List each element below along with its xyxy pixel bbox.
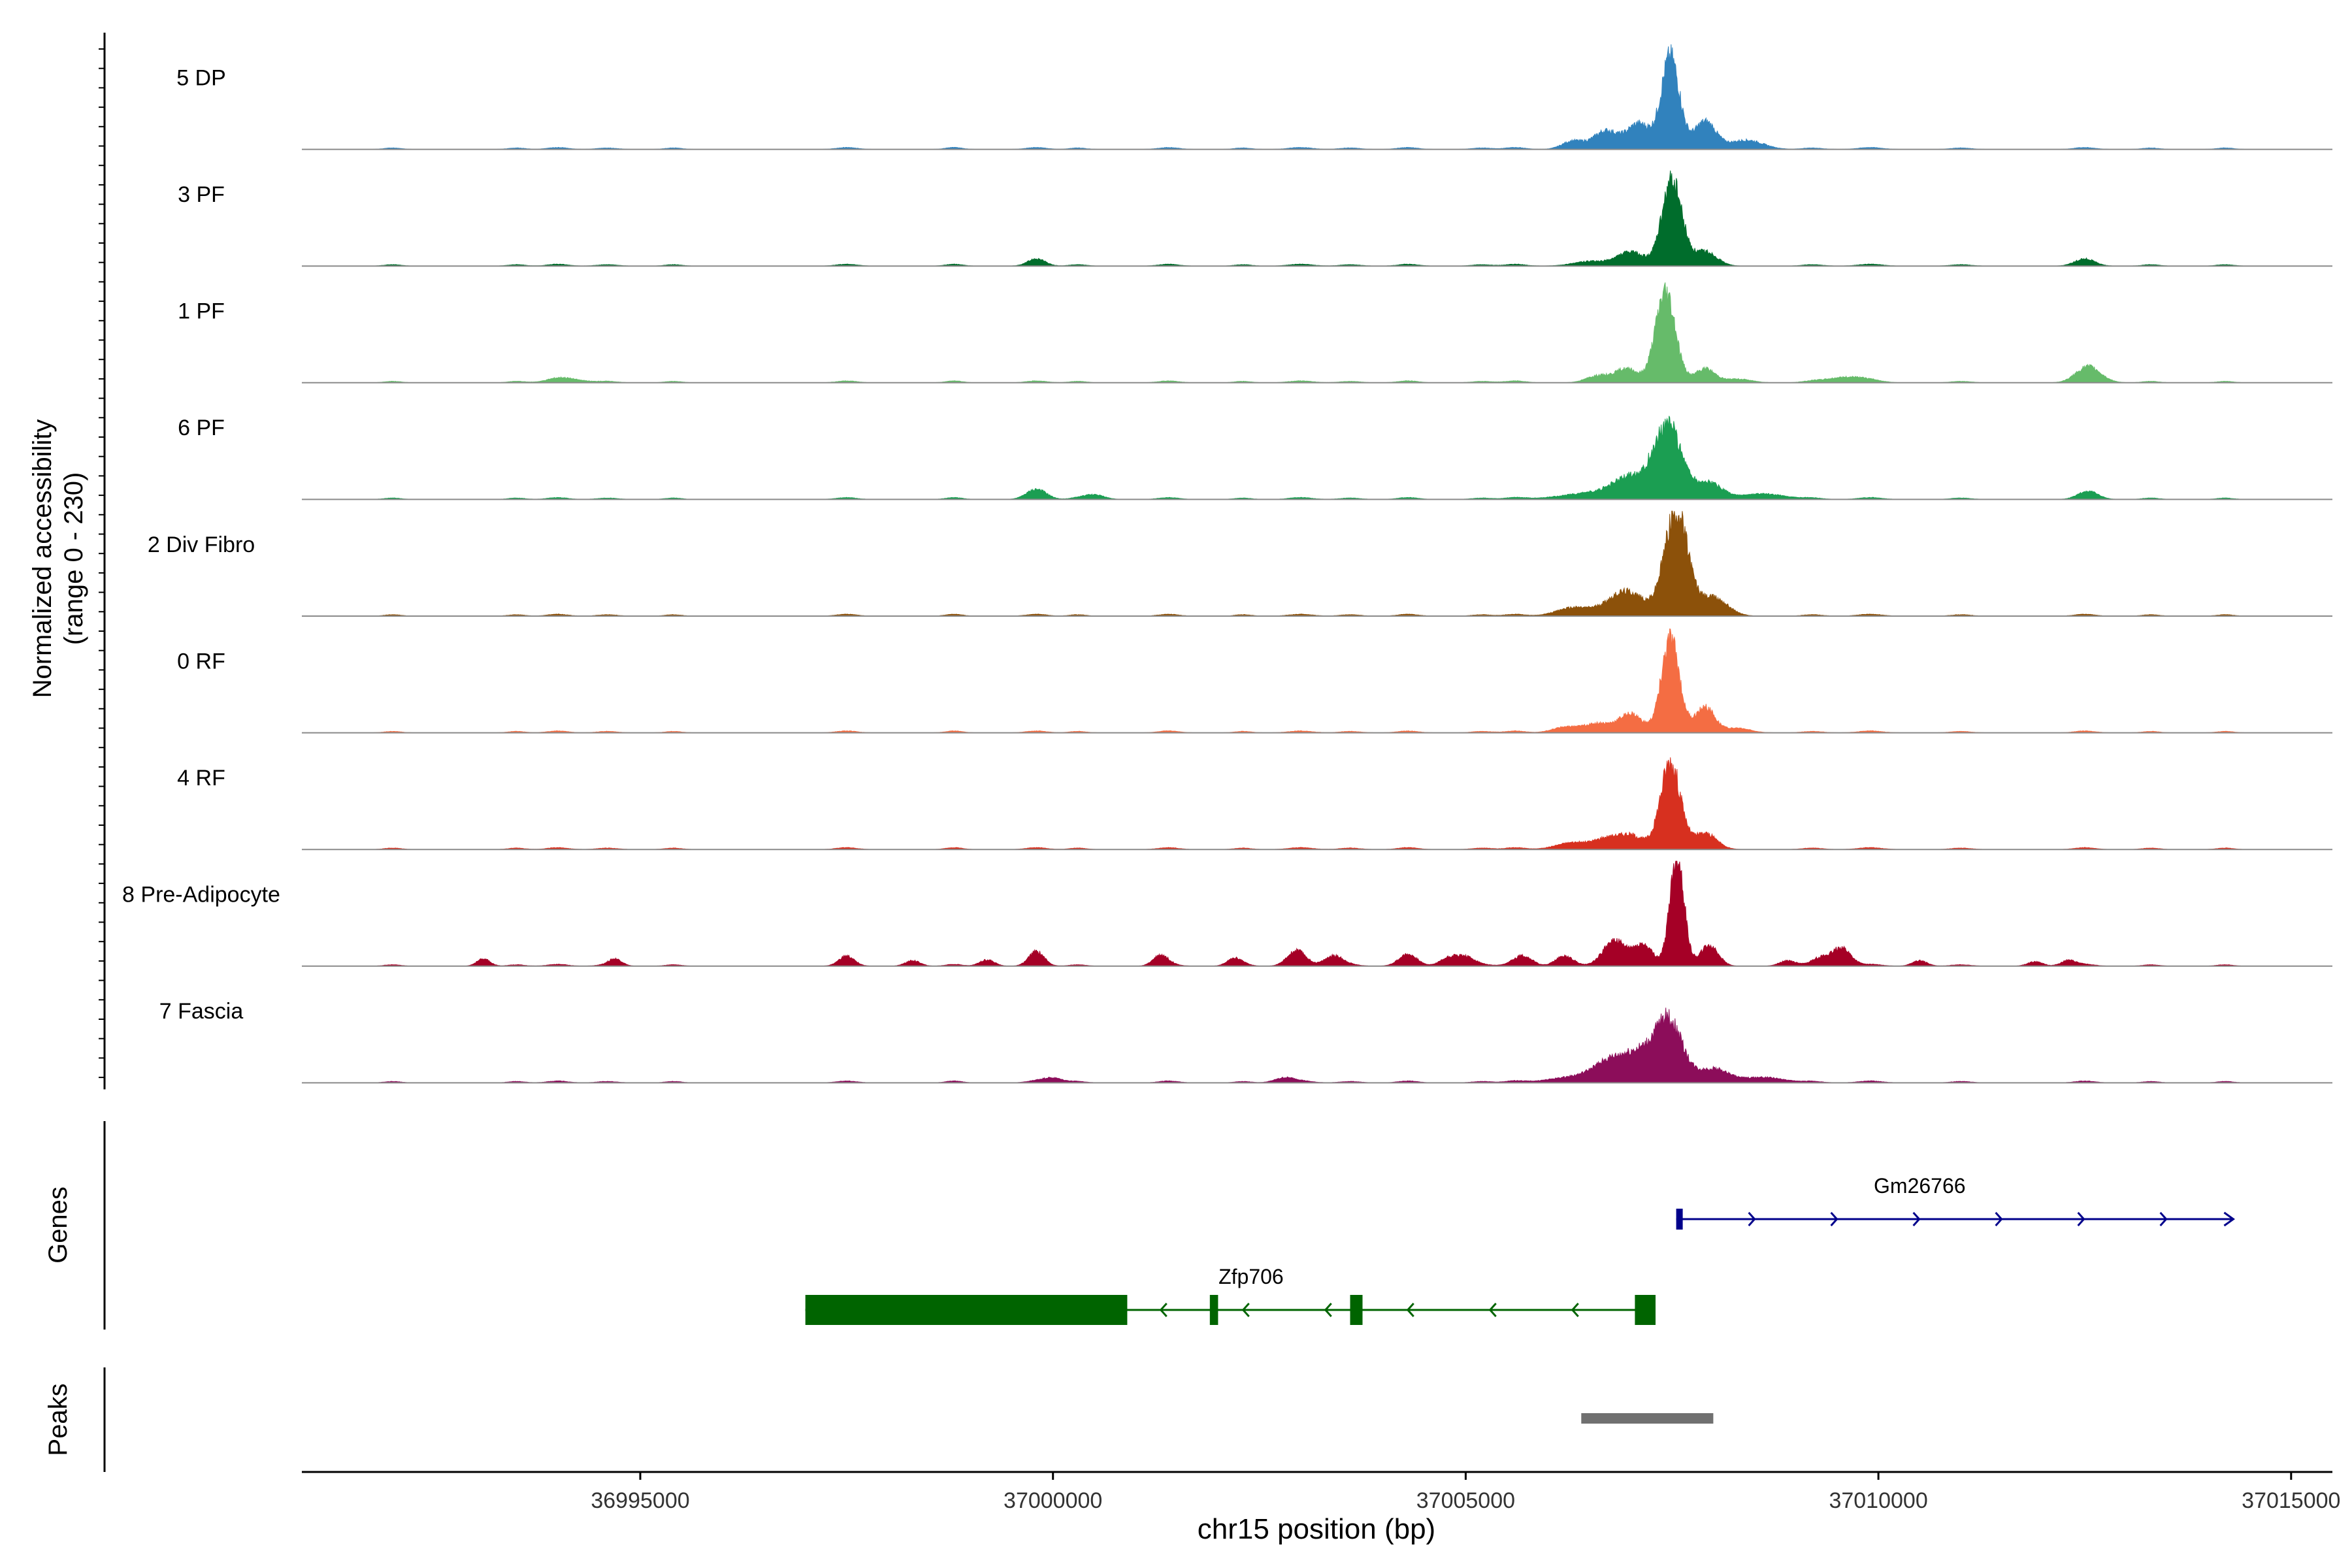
strand-arrow [1995, 1211, 2003, 1227]
track-0-rf: 0 RF [177, 628, 2332, 734]
gene-gm26766: Gm26766 [1676, 1174, 2235, 1230]
peaks-track [1581, 1413, 1714, 1424]
strand-arrow [1324, 1302, 1332, 1318]
x-tick-label: 37010000 [1829, 1488, 1927, 1513]
strand-arrow [1748, 1211, 1756, 1227]
strand-arrow [2223, 1211, 2235, 1227]
strand-arrow [2077, 1211, 2085, 1227]
coverage-area [326, 44, 2259, 150]
strand-arrow [1912, 1211, 1921, 1227]
track-label: 2 Div Fibro [148, 532, 255, 557]
track-5-dp: 5 DP [176, 44, 2332, 150]
y-axis-label-line2: (range 0 - 230) [59, 472, 88, 645]
gene-name-label: Gm26766 [1874, 1174, 1966, 1198]
track-6-pf: 6 PF [178, 416, 2332, 500]
coverage-area [326, 416, 2259, 500]
x-tick-label: 37005000 [1416, 1488, 1515, 1513]
x-tick-label: 37015000 [2242, 1488, 2340, 1513]
track-label: 7 Fascia [159, 999, 244, 1024]
strand-arrow [1241, 1302, 1250, 1318]
track-label: 6 PF [178, 416, 225, 440]
coverage-area [326, 282, 2259, 384]
track-8-pre-adipocyte: 8 Pre-Adipocyte [122, 860, 2332, 967]
track-3-pf: 3 PF [178, 171, 2332, 267]
genes-track: Gm26766 Zfp706 [805, 1174, 2235, 1325]
track-label: 0 RF [177, 649, 225, 674]
gene-name-label: Zfp706 [1218, 1265, 1284, 1288]
strand-arrow [1830, 1211, 1838, 1227]
x-tick-label: 36995000 [591, 1488, 689, 1513]
strand-arrow [1488, 1302, 1497, 1318]
peak-bar [1581, 1413, 1714, 1424]
y-axis-label-line1: Normalized accessibility [28, 419, 57, 698]
track-label: 5 DP [176, 65, 226, 90]
genes-panel-label: Genes [44, 1186, 73, 1264]
track-1-pf: 1 PF [178, 282, 2332, 384]
coverage-area [326, 860, 2259, 967]
strand-arrow [1406, 1302, 1414, 1318]
coverage-area [326, 171, 2259, 267]
coverage-area [326, 757, 2259, 850]
x-axis: 36995000 37000000 37005000 37010000 37015000 [302, 1471, 2340, 1513]
track-label: 4 RF [177, 766, 225, 791]
track-label: 8 Pre-Adipocyte [122, 883, 280, 907]
strand-arrow [1571, 1302, 1579, 1318]
strand-arrow [1159, 1302, 1168, 1318]
track-4-rf: 4 RF [177, 757, 2332, 851]
coverage-area [326, 628, 2259, 734]
strand-arrow [2159, 1211, 2168, 1227]
coverage-area [326, 510, 2259, 617]
exon [1209, 1295, 1218, 1325]
peaks-panel-label: Peaks [44, 1383, 73, 1456]
track-7-fascia: 7 Fascia [159, 999, 2332, 1084]
track-label: 3 PF [178, 182, 225, 207]
coverage-tracks: 5 DP 3 PF 1 PF 6 PF 2 Div Fibro 0 RF 4 RF 8 Pre… [122, 44, 2332, 1084]
x-axis-label: chr15 position (bp) [1198, 1513, 1435, 1545]
exon [1676, 1209, 1683, 1230]
exon [1350, 1295, 1363, 1325]
coverage-area [326, 1007, 2259, 1083]
gene-zfp706: Zfp706 [805, 1265, 1656, 1325]
x-tick-label: 37000000 [1004, 1488, 1102, 1513]
track-2-div-fibro: 2 Div Fibro [148, 510, 2332, 617]
exon [805, 1295, 1128, 1325]
exon [1635, 1295, 1656, 1325]
coverage-y-axis [99, 33, 106, 1090]
track-label: 1 PF [178, 299, 225, 324]
